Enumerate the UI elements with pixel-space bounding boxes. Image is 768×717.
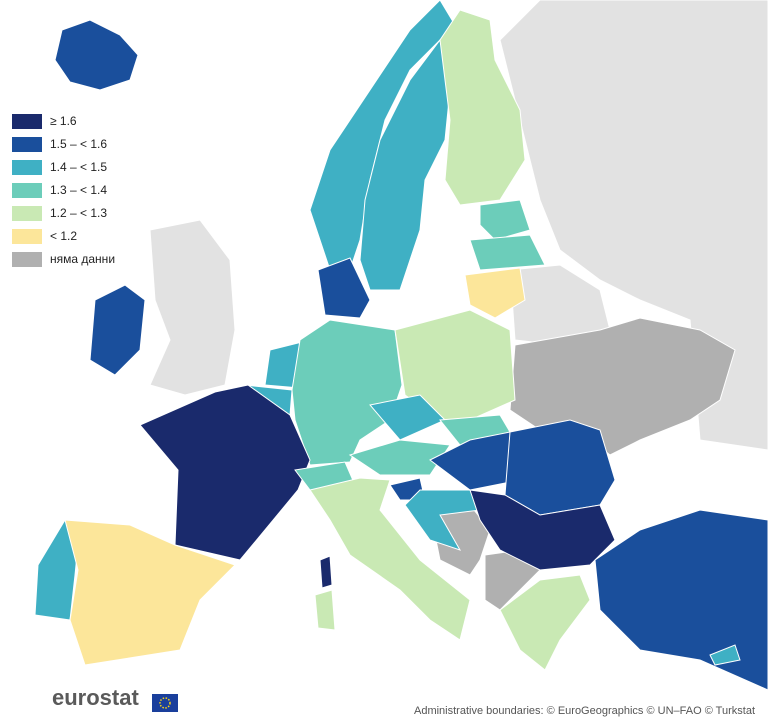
germany [291, 319, 403, 466]
finland [439, 9, 526, 206]
legend-swatch [12, 183, 42, 198]
italy [309, 477, 471, 641]
france [139, 384, 311, 561]
legend-swatch [12, 137, 42, 152]
legend-swatch [12, 252, 42, 267]
cyprus [709, 644, 741, 666]
legend-swatch [12, 206, 42, 221]
romania [504, 419, 616, 516]
map-shapes [34, 0, 768, 691]
legend: ≥ 1.6 1.5 – < 1.6 1.4 – < 1.5 1.3 – < 1.4 1.… [12, 114, 115, 267]
ireland [89, 284, 146, 376]
legend-label: 1.3 – < 1.4 [50, 183, 107, 197]
attribution: Administrative boundaries: © EuroGeograp… [414, 705, 755, 717]
sweden [359, 38, 451, 291]
legend-label: ≥ 1.6 [50, 114, 77, 128]
eu-flag [152, 694, 178, 712]
uk [149, 219, 236, 396]
legend-label: < 1.2 [50, 229, 77, 243]
greece [499, 574, 591, 671]
turkey [594, 509, 768, 691]
legend-swatch [12, 114, 42, 129]
estonia [479, 199, 531, 241]
spain [64, 519, 236, 666]
iceland [54, 19, 139, 91]
legend-label: 1.5 – < 1.6 [50, 137, 107, 151]
corsica [319, 555, 333, 589]
eu-stars [159, 697, 171, 709]
logo-text: eurostat [52, 685, 139, 710]
latvia [469, 234, 546, 271]
denmark [317, 257, 371, 319]
bulgaria-serbia [469, 489, 616, 571]
lithuania [464, 267, 526, 319]
legend-label: 1.4 – < 1.5 [50, 160, 107, 174]
legend-swatch [12, 160, 42, 175]
legend-label: 1.2 – < 1.3 [50, 206, 107, 220]
legend-swatch [12, 229, 42, 244]
legend-label: няма данни [50, 252, 115, 266]
sardinia [314, 589, 336, 631]
